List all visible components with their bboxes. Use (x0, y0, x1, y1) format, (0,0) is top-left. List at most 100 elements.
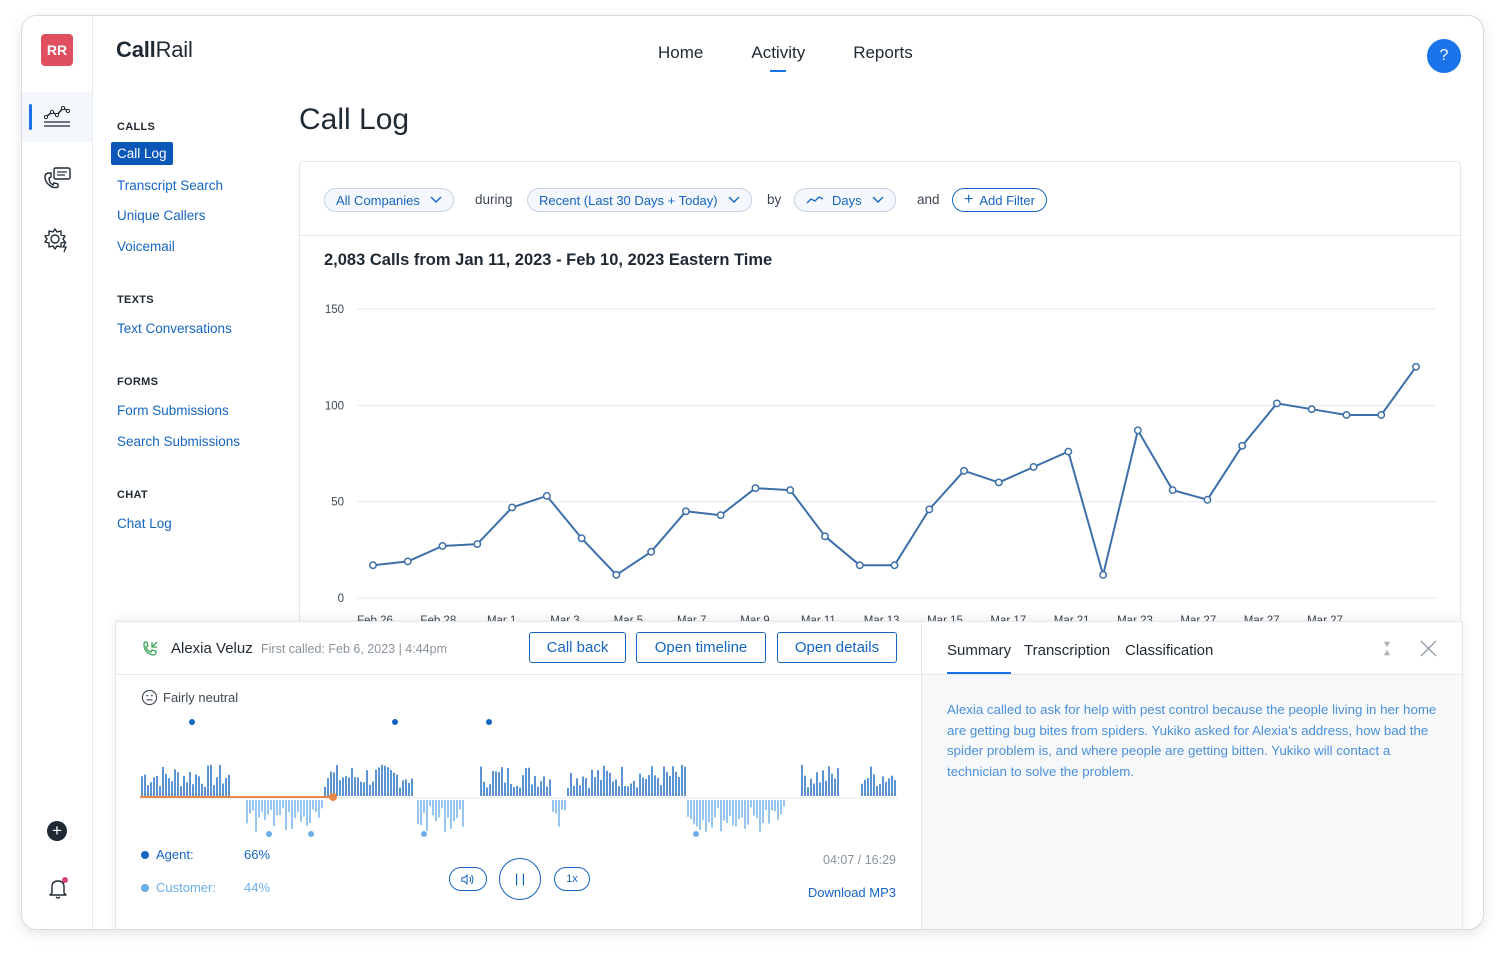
neutral-face-icon (141, 689, 158, 706)
help-icon[interactable]: ? (1427, 39, 1461, 73)
data-point (681, 507, 690, 516)
pause-button[interactable] (499, 858, 541, 900)
call-summary-text: Alexia called to ask for help with pest … (947, 702, 1437, 779)
data-point (1168, 486, 1177, 495)
tab-summary[interactable]: Summary (947, 642, 1012, 674)
sidebar-item-text-conversations[interactable]: Text Conversations (117, 321, 232, 336)
call-detail-drawer: Alexia Veluz First called: Feb 6, 2023 |… (115, 621, 1463, 929)
sidebar-heading-forms: FORMS (117, 376, 159, 388)
date-range-filter[interactable]: Recent (Last 30 Days + Today) (527, 188, 752, 212)
y-tick-label: 0 (338, 593, 344, 605)
add-icon[interactable]: + (47, 821, 67, 841)
trend-line-icon (806, 196, 824, 204)
gear-icon (44, 228, 67, 253)
data-point (1307, 405, 1316, 414)
tab-classification[interactable]: Classification (1125, 642, 1214, 659)
sidebar-item-transcript-search[interactable]: Transcript Search (117, 178, 224, 193)
agent-marker (392, 719, 398, 725)
call-back-button[interactable]: Call back (529, 632, 626, 663)
agent-dot (141, 850, 149, 859)
speaker-icon (461, 873, 474, 885)
rail-settings-button[interactable] (22, 214, 92, 264)
app-window: RR + (21, 15, 1484, 930)
data-point (612, 570, 621, 579)
date-range-label: Recent (Last 30 Days + Today) (539, 192, 718, 208)
data-point (542, 491, 551, 500)
by-label: by (767, 192, 782, 207)
chevron-down-icon (430, 196, 442, 203)
call-summary-panel: Summary Transcription Classification Ale… (921, 622, 1462, 929)
series-line (372, 366, 1417, 576)
caller-name: Alexia Veluz (171, 640, 253, 657)
sidebar-item-search-submissions[interactable]: Search Submissions (117, 434, 241, 449)
chart-title: 2,083 Calls from Jan 11, 2023 - Feb 10, … (324, 251, 773, 269)
collapse-icon[interactable] (1382, 640, 1392, 657)
data-point (855, 561, 864, 570)
open-timeline-button[interactable]: Open timeline (636, 632, 766, 663)
data-point (1377, 411, 1386, 419)
chevron-down-icon (872, 196, 884, 203)
customer-marker (421, 831, 427, 837)
granularity-filter[interactable]: Days (794, 188, 896, 212)
agent-marker (189, 719, 195, 725)
add-filter-label: Add Filter (979, 192, 1035, 208)
page-title: Call Log (299, 103, 410, 136)
sidebar-item-voicemail[interactable]: Voicemail (117, 239, 175, 254)
pause-icon (515, 873, 525, 885)
volume-button[interactable] (449, 867, 487, 891)
nav-activity[interactable]: Activity (751, 43, 806, 72)
sidebar-item-chat-log[interactable]: Chat Log (117, 516, 172, 531)
sidebar-item-call-log[interactable]: Call Log (111, 142, 173, 165)
sentiment-label: Fairly neutral (163, 690, 239, 705)
nav-reports[interactable]: Reports (853, 43, 913, 62)
data-point (821, 532, 829, 541)
data-point (1133, 426, 1142, 435)
primary-nav: Home Activity Reports (658, 43, 961, 72)
call-header: Alexia Veluz First called: Feb 6, 2023 |… (116, 622, 921, 675)
account-avatar[interactable]: RR (41, 34, 73, 66)
open-details-button[interactable]: Open details (777, 632, 897, 663)
call-chart-card: All Companies during Recent (Last 30 Day… (299, 161, 1461, 633)
data-point (1342, 411, 1351, 419)
data-point (1272, 399, 1281, 408)
sidebar-heading-texts: TEXTS (117, 294, 154, 306)
customer-dot (141, 883, 149, 892)
during-label: during (475, 192, 513, 207)
rail-conversations-button[interactable] (22, 153, 92, 203)
customer-legend: Customer: 44% (141, 880, 270, 895)
download-mp3-link[interactable]: Download MP3 (807, 885, 896, 900)
bell-icon[interactable] (46, 876, 70, 900)
data-point (1238, 441, 1247, 450)
summary-tabs: Summary Transcription Classification (922, 622, 1462, 675)
data-point (647, 547, 656, 556)
data-point (925, 505, 934, 514)
sentiment: Fairly neutral (141, 689, 238, 706)
playhead (329, 793, 337, 801)
audio-waveform[interactable] (140, 714, 898, 844)
close-icon[interactable] (1420, 640, 1437, 657)
customer-percent: 44% (244, 880, 271, 895)
playback-speed-button[interactable]: 1x (554, 867, 590, 891)
filter-bar: All Companies during Recent (Last 30 Day… (300, 162, 1460, 236)
sidebar-item-unique-callers[interactable]: Unique Callers (117, 208, 206, 223)
rail-analytics-button[interactable] (22, 92, 92, 142)
data-point (438, 542, 447, 550)
data-point (1064, 447, 1073, 456)
y-tick-label: 150 (325, 304, 344, 316)
chart-line-icon (43, 105, 71, 127)
callrail-logo[interactable]: CallRail (116, 37, 193, 62)
tab-transcription[interactable]: Transcription (1024, 642, 1111, 659)
sidebar-heading-chat: CHAT (117, 489, 148, 501)
sidebar-item-form-submissions[interactable]: Form Submissions (117, 403, 229, 418)
customer-label: Customer: (156, 880, 216, 895)
calls-line-chart: 050100150Feb 26Feb 28Mar 1Mar 3Mar 5Mar … (325, 304, 1436, 627)
data-point (786, 486, 795, 495)
nav-home[interactable]: Home (658, 43, 704, 62)
data-point (1099, 570, 1108, 579)
sidebar-heading-calls: CALLS (117, 121, 156, 133)
y-tick-label: 100 (325, 400, 344, 412)
company-filter[interactable]: All Companies (324, 188, 454, 212)
data-point (1412, 362, 1420, 371)
add-filter-button[interactable]: + Add Filter (952, 188, 1047, 212)
data-point (960, 466, 968, 475)
